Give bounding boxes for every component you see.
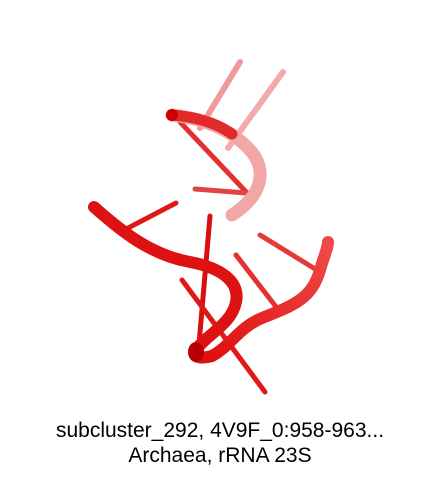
rna-structure-render [88,59,334,395]
upper-backbone [165,108,267,222]
caption-line-2: Archaea, rRNA 23S [128,444,312,467]
backbone-end-cap [166,109,178,121]
figure-caption: subcluster_292, 4V9F_0:958-963... Archae… [0,418,440,468]
backbone-tube-end [188,342,204,362]
caption-line-1: subcluster_292, 4V9F_0:958-963... [55,419,385,442]
lower-base-sticks [125,200,323,395]
